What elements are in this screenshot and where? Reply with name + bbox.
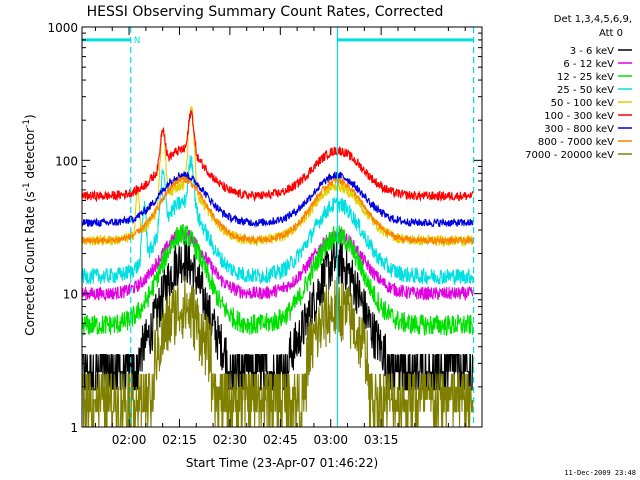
legend-label: 25 - 50 keV [557, 85, 614, 96]
legend-label: 300 - 800 keV [544, 124, 614, 135]
x-axis-label: Start Time (23-Apr-07 01:46:22) [186, 456, 378, 470]
series-line-5 [81, 109, 474, 203]
x-tick-label: 02:00 [112, 433, 147, 447]
series-line-1 [81, 228, 474, 302]
legend-label: 50 - 100 keV [551, 98, 615, 109]
y-axis-label: Corrected Count Rate (s-1 detector-1) [22, 114, 37, 335]
series-line-2 [81, 223, 474, 337]
series-line-6 [81, 171, 474, 229]
series-line-7 [81, 175, 474, 246]
legend-label: 6 - 12 keV [563, 59, 614, 70]
y-tick-label: 10 [63, 288, 78, 302]
series-layer [81, 105, 474, 428]
y-axis-label-sup2: -1 [22, 119, 32, 128]
legend-header-line1: Det 1,3,4,5,6,9, [554, 14, 632, 25]
y-axis-label-part2: detector [23, 128, 37, 183]
series-line-3 [81, 155, 474, 286]
legend-header-line2: Att 0 [599, 28, 623, 39]
x-tick-label: 03:15 [364, 433, 399, 447]
legend-label: 800 - 7000 keV [538, 137, 614, 148]
tick-layer: 02:00 02:15 02:30 02:45 03:00 03:15 1 10 100 1000 [47, 21, 482, 447]
legend: Det 1,3,4,5,6,9, Att 0 3 - 6 keV 6 - 12 k… [525, 14, 632, 161]
x-tick-label: 02:15 [162, 433, 197, 447]
marker-layer: N [82, 27, 475, 427]
y-axis-label-sup1: -1 [22, 182, 32, 191]
x-tick-label: 02:30 [213, 433, 248, 447]
y-axis-label-part3: ) [23, 114, 37, 119]
y-tick-label: 100 [55, 154, 78, 168]
timestamp: 11-Dec-2009 23:48 [564, 469, 636, 477]
y-tick-label: 1 [70, 421, 78, 435]
plot-frame [81, 26, 483, 428]
y-tick-label: 1000 [47, 21, 78, 35]
orbit-bar-label: N [134, 36, 141, 46]
chart-title: HESSI Observing Summary Count Rates, Cor… [87, 4, 444, 20]
x-tick-label: 03:00 [313, 433, 348, 447]
x-tick-label: 02:45 [263, 433, 298, 447]
y-axis-label-part1: Corrected Count Rate (s [23, 191, 37, 335]
legend-label: 7000 - 20000 keV [525, 150, 614, 161]
legend-label: 100 - 300 keV [544, 111, 614, 122]
legend-label: 12 - 25 keV [557, 72, 614, 83]
legend-label: 3 - 6 keV [570, 46, 614, 57]
